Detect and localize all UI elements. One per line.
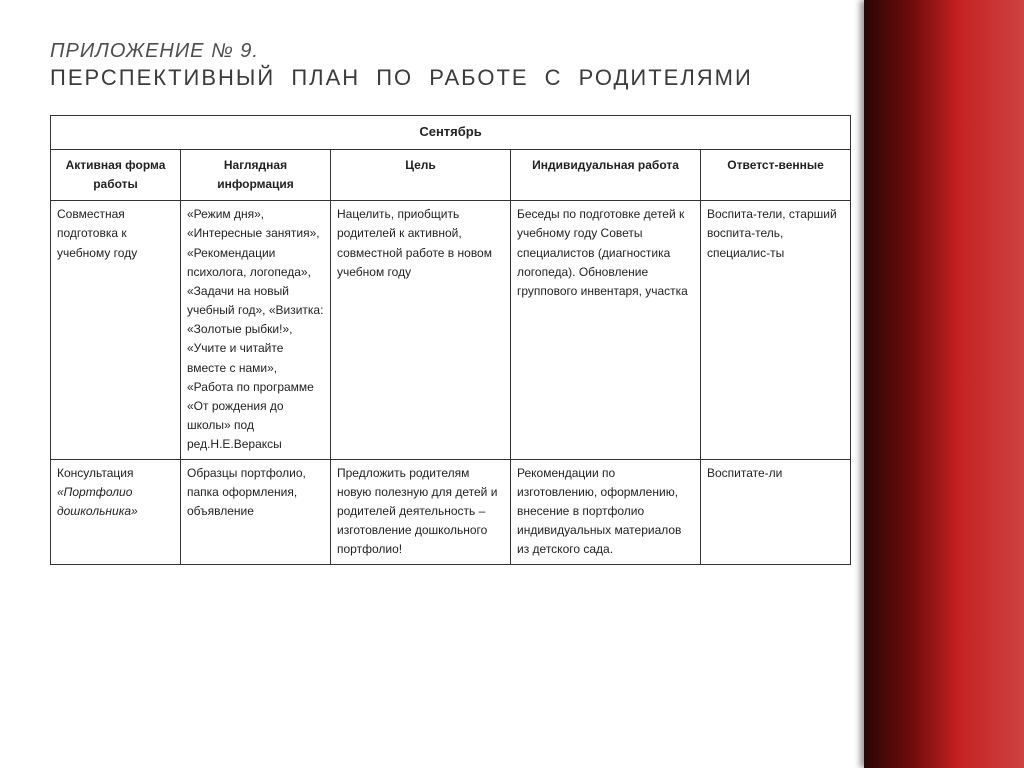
cell-individual-work: Рекомендации по изготовлению, оформлению… [511,459,701,564]
cell-goal: Нацелить, приобщить родителей к активной… [331,201,511,459]
cell-visual-info: Образцы портфолио, папка оформления, объ… [181,459,331,564]
decorative-gradient [864,0,1024,768]
cell-text-italic: «Портфолио дошкольника» [57,485,138,518]
header-row: Активная форма работы Наглядная информац… [51,149,851,200]
header-responsible: Ответст-венные [701,149,851,200]
header-individual-work: Индивидуальная работа [511,149,701,200]
cell-active-form: Консультация «Портфолио дошкольника» [51,459,181,564]
cell-active-form: Совместная подготовка к учебному году [51,201,181,459]
slide: ПРИЛОЖЕНИЕ № 9. ПЕРСПЕКТИВНЫЙ ПЛАН ПО РА… [0,0,1024,768]
cell-text: Консультация [57,466,133,480]
header-active-form: Активная форма работы [51,149,181,200]
header-visual-info: Наглядная информация [181,149,331,200]
header-goal: Цель [331,149,511,200]
content-area: ПРИЛОЖЕНИЕ № 9. ПЕРСПЕКТИВНЫЙ ПЛАН ПО РА… [50,40,850,565]
month-row: Сентябрь [51,116,851,150]
cell-responsible: Воспитате-ли [701,459,851,564]
plan-table: Сентябрь Активная форма работы Наглядная… [50,115,851,565]
table-row: Консультация «Портфолио дошкольника» Обр… [51,459,851,564]
table-row: Совместная подготовка к учебному году «Р… [51,201,851,459]
month-header: Сентябрь [51,116,851,150]
cell-visual-info: «Режим дня», «Интересные занятия», «Реко… [181,201,331,459]
cell-responsible: Воспита-тели, старший воспита-тель, спец… [701,201,851,459]
cell-individual-work: Беседы по подготовке детей к учебному го… [511,201,701,459]
title-main: ПЕРСПЕКТИВНЫЙ ПЛАН ПО РАБОТЕ С РОДИТЕЛЯМ… [50,65,850,91]
cell-goal: Предложить родителям новую полезную для … [331,459,511,564]
title-appendix: ПРИЛОЖЕНИЕ № 9. [50,40,850,63]
